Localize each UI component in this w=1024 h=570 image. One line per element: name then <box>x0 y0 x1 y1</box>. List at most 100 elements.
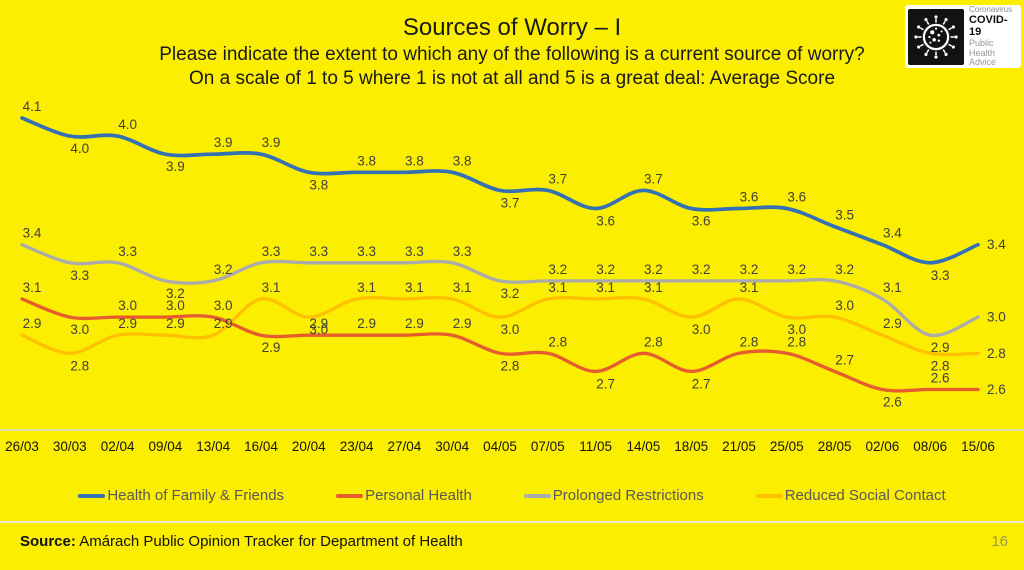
legend-label: Personal Health <box>365 487 472 504</box>
logo-line-advice: Advice <box>969 56 997 67</box>
x-axis-label: 25/05 <box>770 439 804 454</box>
logo-line-public-health: Public Health <box>969 38 996 58</box>
x-axis-label: 27/04 <box>388 439 422 454</box>
data-label: 3.3 <box>453 244 472 259</box>
data-label: 4.0 <box>118 117 137 132</box>
data-label: 3.2 <box>644 262 663 277</box>
data-label: 3.2 <box>835 262 854 277</box>
data-label: 3.7 <box>548 171 567 186</box>
legend-label: Prolonged Restrictions <box>552 487 704 504</box>
series-line <box>20 116 980 265</box>
covid19-logo: Coronavirus COVID-19 Public Health Advic… <box>905 5 1021 68</box>
legend-dash-icon <box>78 493 106 498</box>
x-axis-label: 11/05 <box>579 439 612 454</box>
data-label: 3.1 <box>644 280 663 295</box>
data-label: 2.8 <box>70 358 89 373</box>
chart-legend: Health of Family & Friends Personal Healt… <box>0 487 1024 504</box>
legend-item-personal-health: Personal Health <box>336 487 472 504</box>
legend-dash-icon <box>336 493 364 498</box>
legend-dash-icon <box>755 493 783 498</box>
data-label: 3.0 <box>835 298 854 313</box>
legend-label: Health of Family & Friends <box>107 487 285 504</box>
x-axis-label: 28/05 <box>818 439 852 454</box>
data-label: 2.8 <box>501 358 520 373</box>
data-label: 3.9 <box>214 135 233 150</box>
data-label: 2.7 <box>596 376 615 391</box>
data-label: 4.0 <box>70 141 89 156</box>
footer-divider <box>0 521 1024 523</box>
data-label: 3.2 <box>501 286 520 301</box>
data-label: 3.5 <box>835 208 854 223</box>
data-label: 2.8 <box>931 358 950 373</box>
data-label: 3.1 <box>883 280 902 295</box>
data-label: 3.2 <box>214 262 233 277</box>
x-axis-label: 02/06 <box>866 439 900 454</box>
data-label: 3.3 <box>931 268 950 283</box>
data-label: 2.9 <box>214 316 233 331</box>
data-label: 3.1 <box>357 280 376 295</box>
data-label: 2.8 <box>644 334 663 349</box>
x-axis-label: 30/03 <box>53 439 87 454</box>
data-label: 3.1 <box>262 280 281 295</box>
series-line <box>20 296 980 357</box>
data-label: 2.9 <box>405 316 424 331</box>
data-label: 3.6 <box>692 214 711 229</box>
x-axis-label: 02/04 <box>101 439 135 454</box>
data-label: 2.6 <box>987 382 1006 397</box>
x-axis-label: 18/05 <box>674 439 708 454</box>
data-label: 3.2 <box>740 262 759 277</box>
data-label: 2.9 <box>118 316 137 331</box>
x-axis-label: 08/06 <box>913 439 947 454</box>
data-label: 3.2 <box>787 262 806 277</box>
subtitle-line1: Please indicate the extent to which any … <box>159 44 865 65</box>
data-label: 3.1 <box>23 280 42 295</box>
data-label: 2.8 <box>787 334 806 349</box>
data-label: 3.1 <box>405 280 424 295</box>
data-label: 2.7 <box>692 376 711 391</box>
data-label: 3.0 <box>214 298 233 313</box>
series-line <box>20 243 980 338</box>
data-label: 3.0 <box>501 322 520 337</box>
data-label: 3.0 <box>70 322 89 337</box>
data-label: 3.4 <box>883 226 902 241</box>
data-label: 3.0 <box>118 298 137 313</box>
data-label: 3.1 <box>596 280 615 295</box>
data-label: 2.9 <box>166 316 185 331</box>
data-label: 3.0 <box>309 322 328 337</box>
x-axis-label: 15/06 <box>961 439 995 454</box>
series-line <box>20 297 980 393</box>
data-label: 3.1 <box>453 280 472 295</box>
data-label: 3.7 <box>644 171 663 186</box>
x-axis-label: 04/05 <box>483 439 517 454</box>
x-axis-label: 21/05 <box>722 439 756 454</box>
x-axis-label: 09/04 <box>149 439 183 454</box>
data-label: 3.2 <box>692 262 711 277</box>
data-label: 3.1 <box>740 280 759 295</box>
x-axis-label: 26/03 <box>5 439 39 454</box>
x-axis-label: 30/04 <box>435 439 469 454</box>
legend-item-prolonged-restrictions: Prolonged Restrictions <box>523 487 704 504</box>
data-label: 3.4 <box>23 226 42 241</box>
x-axis-label: 23/04 <box>340 439 374 454</box>
x-axis-label: 07/05 <box>531 439 565 454</box>
data-label: 2.9 <box>453 316 472 331</box>
data-label: 3.4 <box>987 237 1006 252</box>
data-label: 2.6 <box>931 371 950 386</box>
data-label: 3.3 <box>405 244 424 259</box>
logo-line-coronavirus: Coronavirus <box>969 4 1013 14</box>
data-label: 3.8 <box>309 177 328 192</box>
data-label: 2.9 <box>357 316 376 331</box>
data-label: 3.3 <box>262 244 281 259</box>
logo-line-covid19: COVID-19 <box>969 14 1008 38</box>
data-label: 2.8 <box>740 334 759 349</box>
subtitle-line2: On a scale of 1 to 5 where 1 is not at a… <box>188 68 836 89</box>
coronavirus-icon <box>908 8 964 65</box>
x-axis-label: 16/04 <box>244 439 278 454</box>
data-label: 3.3 <box>118 244 137 259</box>
data-label: 4.1 <box>23 100 42 114</box>
data-label: 3.9 <box>262 135 281 150</box>
data-label: 3.2 <box>596 262 615 277</box>
data-label: 2.8 <box>987 346 1006 361</box>
page-number: 16 <box>991 533 1008 550</box>
